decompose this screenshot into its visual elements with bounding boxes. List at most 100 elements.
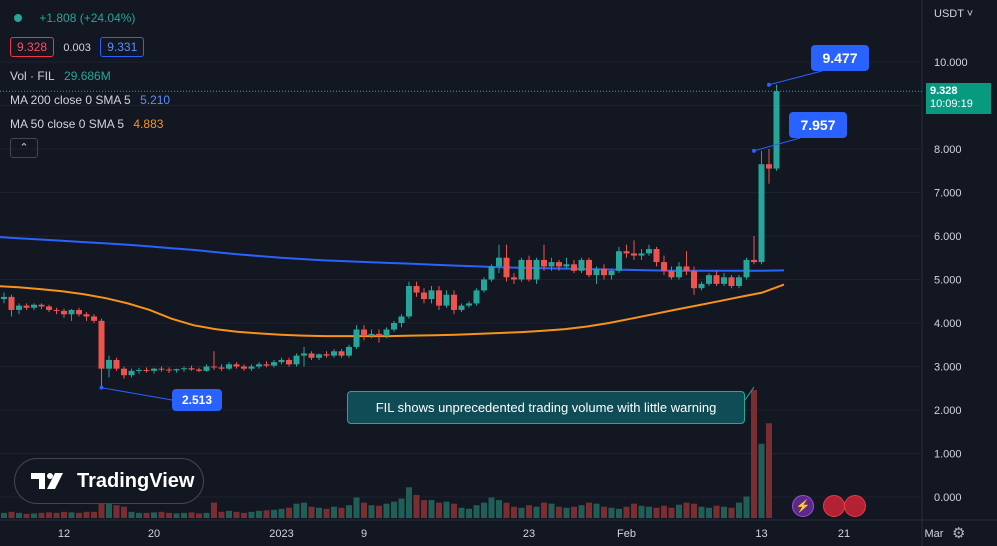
- candle-body: [548, 262, 555, 267]
- annotation-connector: [101, 387, 173, 401]
- candle-body: [503, 257, 510, 278]
- volume-bar: [203, 512, 210, 518]
- volume-bar: [301, 502, 307, 518]
- x-tick-label: Feb: [617, 528, 636, 540]
- candle-body: [91, 316, 97, 321]
- us-flag-icon[interactable]: [844, 495, 866, 517]
- candle-body: [83, 314, 90, 317]
- candle-body: [53, 309, 60, 311]
- candle-body: [481, 279, 487, 291]
- status-dot-icon: [14, 14, 22, 22]
- volume-bar: [728, 507, 735, 518]
- currency-selector[interactable]: USDT ˅: [934, 8, 974, 20]
- volume-bar: [188, 512, 195, 518]
- volume-bar: [548, 503, 555, 518]
- candle-body: [526, 259, 532, 280]
- volume-bar: [646, 506, 652, 518]
- price-axis: 0.000 1.000 2.000 3.000 4.000 5.000 6.000 7.000…: [934, 57, 968, 504]
- volume-bar: [256, 510, 262, 518]
- callout-low[interactable]: 2.513: [172, 389, 222, 411]
- candle-body: [68, 309, 75, 315]
- volume-bar: [623, 506, 630, 518]
- volume-bar: [751, 390, 757, 518]
- candle-body: [676, 266, 682, 278]
- candle-body: [8, 296, 15, 310]
- candle-body: [293, 355, 300, 365]
- candle-body: [428, 290, 435, 300]
- x-tick-label: 21: [838, 528, 850, 540]
- candle-body: [421, 292, 427, 300]
- candle-body: [346, 346, 352, 356]
- volume-bar: [406, 487, 412, 518]
- candle-body: [38, 304, 45, 307]
- candle-body: [76, 309, 82, 315]
- candle-body: [376, 333, 382, 337]
- candle-body: [323, 354, 330, 356]
- volume-bar: [541, 502, 547, 518]
- volume-bar: [526, 505, 532, 518]
- volume-bar: [488, 497, 495, 518]
- y-tick-label: 5.000: [934, 275, 962, 287]
- candle-body: [46, 306, 52, 310]
- x-tick-label: 23: [523, 528, 535, 540]
- volume-bar: [121, 506, 127, 518]
- candle-body: [158, 368, 165, 370]
- volume-bar: [451, 503, 457, 518]
- spread-value: 0.003: [63, 42, 91, 54]
- candle-body: [338, 351, 345, 356]
- lightning-event-icon[interactable]: ⚡: [792, 495, 814, 517]
- volume-bar: [436, 502, 442, 518]
- candle-body: [511, 277, 517, 280]
- volume-bar: [511, 506, 517, 518]
- candle-body: [601, 268, 607, 276]
- volume-bar: [106, 500, 112, 518]
- candle-body: [593, 268, 600, 276]
- ma200-value: 5.210: [140, 93, 171, 107]
- volume-bar: [211, 502, 217, 518]
- sell-price-button[interactable]: 9.328: [10, 37, 55, 57]
- callout-high[interactable]: 9.477: [811, 45, 869, 71]
- tradingview-logo[interactable]: TradingView: [14, 458, 204, 504]
- candle-body: [263, 364, 270, 366]
- x-tick-label: 2023: [269, 528, 293, 540]
- y-tick-label: 2.000: [934, 405, 962, 417]
- candle-body: [256, 364, 262, 367]
- candle-body: [533, 259, 540, 280]
- collapse-legend-button[interactable]: ⌃: [10, 138, 38, 158]
- volume-bar: [706, 507, 712, 518]
- volume-value: 29.686M: [64, 69, 111, 83]
- x-tick-label: 12: [58, 528, 70, 540]
- volume-bar: [53, 512, 60, 518]
- volume-bar: [278, 508, 285, 518]
- volume-bar: [668, 507, 675, 518]
- candle-body: [241, 366, 247, 369]
- candle-body: [488, 266, 495, 280]
- candle-body: [106, 359, 112, 369]
- settings-gear-icon[interactable]: ⚙: [952, 525, 966, 542]
- volume-bar: [683, 502, 690, 518]
- annotation-anchor: [752, 148, 756, 153]
- ma50-legend[interactable]: MA 50 close 0 SMA 5 4.883: [10, 117, 169, 131]
- candle-body: [31, 304, 37, 308]
- candle-body: [353, 329, 360, 347]
- buy-price-button[interactable]: 9.331: [100, 37, 145, 57]
- volume-legend[interactable]: Vol · FIL 29.686M: [10, 69, 117, 83]
- volume-bar: [1, 512, 7, 518]
- candle-body: [361, 329, 367, 337]
- ma200-legend[interactable]: MA 200 close 0 SMA 5 5.210: [10, 93, 176, 107]
- annotation-anchor: [767, 82, 771, 87]
- candle-body: [653, 249, 660, 263]
- volume-bar: [676, 504, 682, 518]
- volume-bar: [166, 512, 172, 518]
- volume-bar: [173, 513, 180, 518]
- callout-mid[interactable]: 7.957: [789, 112, 847, 138]
- volume-bar: [571, 506, 577, 518]
- candle-body: [121, 368, 127, 376]
- us-flag-icon[interactable]: [823, 495, 845, 517]
- volume-bar: [16, 512, 22, 518]
- candle-body: [331, 351, 337, 356]
- volume-bar: [91, 511, 97, 518]
- volume-note[interactable]: FIL shows unprecedented trading volume w…: [347, 391, 745, 424]
- candle-body: [248, 366, 255, 369]
